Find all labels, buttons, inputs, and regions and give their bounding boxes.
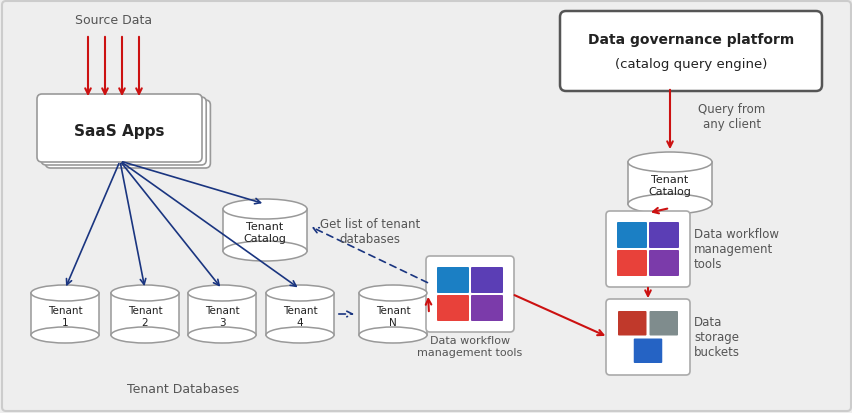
FancyBboxPatch shape: [470, 267, 503, 293]
Ellipse shape: [222, 199, 307, 219]
FancyBboxPatch shape: [436, 295, 469, 321]
FancyBboxPatch shape: [37, 95, 202, 163]
Text: Data workflow
management
tools: Data workflow management tools: [694, 228, 778, 271]
Bar: [222, 209, 307, 252]
FancyBboxPatch shape: [648, 250, 678, 276]
FancyBboxPatch shape: [425, 256, 514, 332]
FancyBboxPatch shape: [470, 295, 503, 321]
Ellipse shape: [31, 285, 99, 301]
FancyBboxPatch shape: [618, 311, 646, 336]
FancyBboxPatch shape: [616, 250, 646, 276]
Text: Tenant Databases: Tenant Databases: [127, 382, 239, 396]
FancyBboxPatch shape: [616, 223, 646, 248]
Ellipse shape: [266, 285, 334, 301]
Text: Tenant
1: Tenant 1: [48, 306, 82, 327]
FancyBboxPatch shape: [45, 101, 210, 169]
Ellipse shape: [187, 285, 256, 301]
Bar: [31, 293, 99, 335]
Text: Tenant
2: Tenant 2: [128, 306, 162, 327]
Ellipse shape: [111, 285, 179, 301]
Text: Tenant
N: Tenant N: [375, 306, 410, 327]
FancyBboxPatch shape: [605, 211, 689, 287]
Ellipse shape: [222, 242, 307, 261]
FancyBboxPatch shape: [633, 339, 661, 363]
Text: Data workflow
management tools: Data workflow management tools: [417, 335, 522, 357]
Text: (catalog query engine): (catalog query engine): [614, 57, 766, 71]
Ellipse shape: [359, 285, 427, 301]
Text: Source Data: Source Data: [75, 14, 152, 27]
Ellipse shape: [31, 327, 99, 343]
Text: Data governance platform: Data governance platform: [587, 33, 793, 47]
Text: SaaS Apps: SaaS Apps: [74, 124, 164, 139]
Ellipse shape: [187, 327, 256, 343]
Ellipse shape: [627, 195, 711, 214]
Text: Tenant
Catalog: Tenant Catalog: [648, 175, 691, 196]
Ellipse shape: [627, 153, 711, 173]
Bar: [266, 293, 334, 335]
Bar: [627, 163, 711, 204]
Bar: [111, 293, 179, 335]
Ellipse shape: [266, 327, 334, 343]
Text: Tenant
Catalog: Tenant Catalog: [244, 222, 286, 243]
FancyBboxPatch shape: [605, 299, 689, 375]
Bar: [187, 293, 256, 335]
Text: Get list of tenant
databases: Get list of tenant databases: [320, 218, 420, 245]
Text: Tenant
4: Tenant 4: [282, 306, 317, 327]
Ellipse shape: [359, 327, 427, 343]
FancyBboxPatch shape: [436, 267, 469, 293]
Text: Query from
any client: Query from any client: [698, 103, 765, 131]
FancyBboxPatch shape: [648, 223, 678, 248]
Ellipse shape: [111, 327, 179, 343]
FancyBboxPatch shape: [560, 12, 821, 92]
FancyBboxPatch shape: [648, 311, 677, 336]
Text: Data
storage
buckets: Data storage buckets: [694, 316, 740, 358]
FancyBboxPatch shape: [41, 98, 206, 166]
Bar: [359, 293, 427, 335]
Text: Tenant
3: Tenant 3: [204, 306, 239, 327]
